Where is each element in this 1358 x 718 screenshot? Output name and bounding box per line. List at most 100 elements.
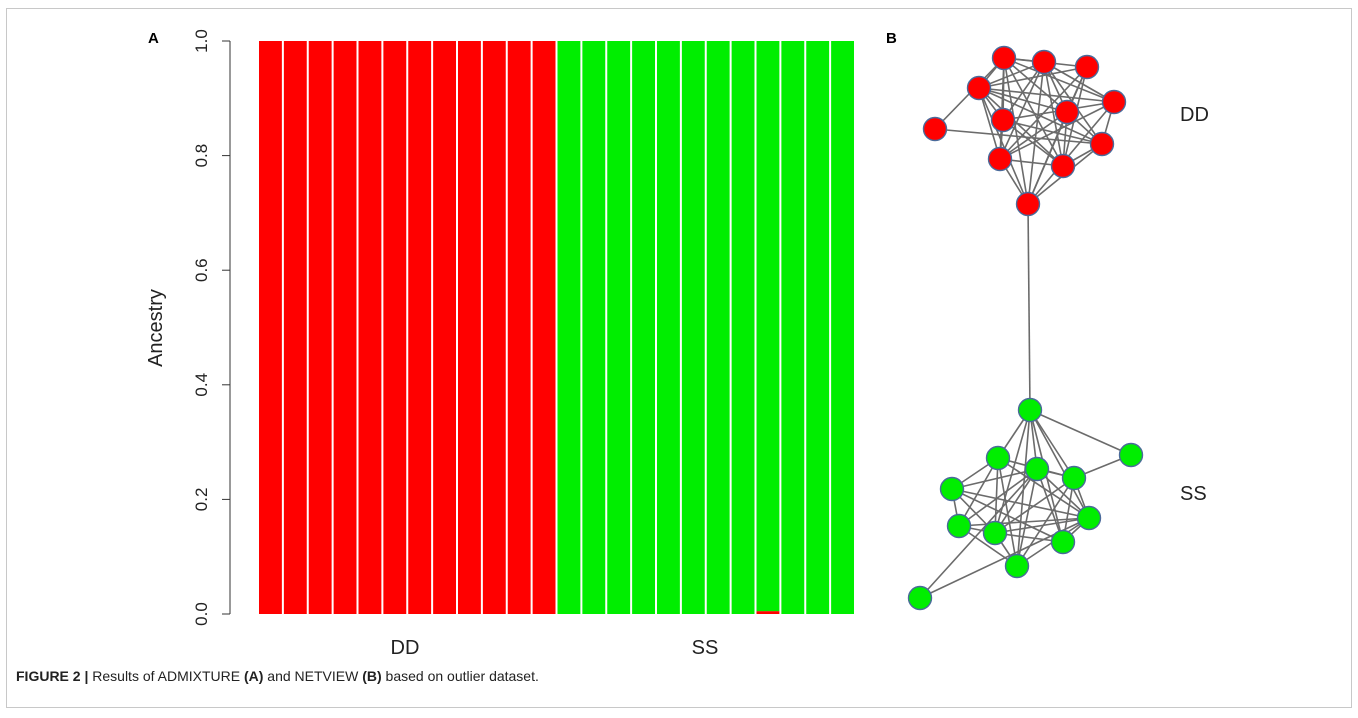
network-edge [934, 128, 1103, 145]
network-edge [999, 61, 1045, 160]
network-edge [1003, 57, 1115, 103]
bar-segment-7-s1 [408, 41, 432, 614]
node-ss-3 [1024, 456, 1050, 482]
bar-segment-4-s1 [333, 41, 357, 614]
y-tick-label: 0.2 [192, 488, 211, 512]
caption-ref-b: (B) [362, 668, 382, 684]
node-ss-7 [1076, 505, 1102, 531]
node-dd-8 [922, 116, 948, 142]
y-tick-label: 0.0 [192, 602, 211, 626]
y-tick-label: 1.0 [192, 29, 211, 53]
node-dd-10 [987, 146, 1013, 172]
bar-segment-6-s1 [383, 41, 407, 614]
network-edge [1029, 409, 1075, 479]
network-edge [1043, 61, 1064, 167]
network-edge [999, 101, 1115, 160]
y-tick-label: 0.8 [192, 144, 211, 168]
x-group-label-ss: SS [692, 637, 719, 659]
node-dd-9 [1089, 131, 1115, 157]
network-edge [978, 87, 1001, 160]
network-edge [1029, 409, 1132, 456]
netview-network: DD SS [907, 45, 1209, 611]
bar-segment-13-s2 [557, 41, 581, 614]
bar-segment-24-s2 [831, 41, 854, 614]
network-edge [951, 468, 1038, 490]
y-axis-label: Ancestry [145, 289, 167, 367]
bar-segment-18-s2 [681, 41, 705, 614]
y-axis: 0.0 0.2 0.4 0.6 0.8 1.0 [192, 29, 231, 626]
bar-segment-5-s1 [358, 41, 382, 614]
network-edge [994, 477, 1075, 534]
caption-text-3: based on outlier dataset. [381, 668, 539, 684]
bars-group [259, 41, 854, 614]
caption-figure-number: FIGURE 2 | [16, 668, 89, 684]
node-ss-12 [907, 585, 933, 611]
node-ss-8 [946, 513, 972, 539]
node-dd-11 [1050, 153, 1076, 179]
bar-segment-17-s2 [657, 41, 680, 614]
bar-segment-10-s1 [482, 41, 506, 614]
node-dd-7 [1054, 99, 1080, 125]
network-edge [978, 87, 1029, 205]
node-ss-1 [1017, 397, 1043, 423]
bar-segment-1-s1 [259, 41, 282, 614]
node-ss-2 [985, 445, 1011, 471]
network-edge [1029, 409, 1090, 519]
network-edge [1016, 409, 1031, 567]
figure-caption: FIGURE 2 | Results of ADMIXTURE (A) and … [16, 668, 539, 684]
node-ss-4 [1061, 465, 1087, 491]
y-tick-label: 0.6 [192, 258, 211, 282]
node-dd-2 [1031, 49, 1057, 75]
network-edge [978, 87, 1115, 103]
bar-segment-23-s2 [806, 41, 830, 614]
bar-segment-22-s2 [781, 41, 805, 614]
node-dd-3 [1074, 54, 1100, 80]
network-edge [958, 457, 999, 527]
network-edge [919, 468, 1038, 599]
network-nodes [907, 45, 1144, 611]
admixture-bar-chart: 0.0 0.2 0.4 0.6 0.8 1.0 Ancestry DD SS [145, 29, 854, 659]
node-ss-5 [1118, 442, 1144, 468]
node-dd-6 [990, 107, 1016, 133]
bar-segment-15-s2 [607, 41, 631, 614]
network-edge [1002, 119, 1064, 167]
bar-segment-12-s1 [532, 41, 556, 614]
bridge-edge [1027, 203, 1031, 411]
node-ss-6 [939, 476, 965, 502]
bar-segment-9-s1 [458, 41, 481, 614]
bar-segment-16-s2 [632, 41, 655, 614]
caption-text-2: and NETVIEW [263, 668, 363, 684]
panel-a-label: A [148, 30, 159, 47]
bar-segment-19-s2 [706, 41, 730, 614]
node-dd-1 [991, 45, 1017, 71]
network-edge [958, 468, 1038, 527]
bar-segment-3-s1 [308, 41, 332, 614]
y-tick-label: 0.4 [192, 373, 211, 397]
network-edge [1027, 101, 1115, 205]
network-edge [978, 66, 1088, 89]
bar-segment-21-s1 [756, 611, 780, 614]
caption-text-1: Results of ADMIXTURE [88, 668, 244, 684]
figure-frame [6, 8, 1352, 708]
network-edge [994, 517, 1090, 534]
caption-ref-a: (A) [243, 668, 264, 684]
panel-b-label: B [886, 30, 897, 47]
network-edge [1016, 477, 1075, 567]
network-edge [997, 457, 1018, 567]
node-ss-11 [1004, 553, 1030, 579]
network-edge [1027, 111, 1068, 205]
bar-segment-8-s1 [433, 41, 456, 614]
cluster-label-dd: DD [1180, 104, 1209, 126]
network-edge [951, 488, 1090, 519]
x-group-label-dd: DD [391, 637, 420, 659]
node-dd-12 [1015, 191, 1041, 217]
network-edge [951, 488, 1064, 543]
node-dd-4 [966, 75, 992, 101]
network-edge [958, 517, 1090, 527]
bar-segment-2-s1 [283, 41, 307, 614]
network-edge [1002, 119, 1103, 145]
network-edge [1043, 61, 1115, 103]
node-ss-10 [1050, 529, 1076, 555]
network-edge [978, 87, 1103, 145]
network-edge [978, 87, 1068, 113]
